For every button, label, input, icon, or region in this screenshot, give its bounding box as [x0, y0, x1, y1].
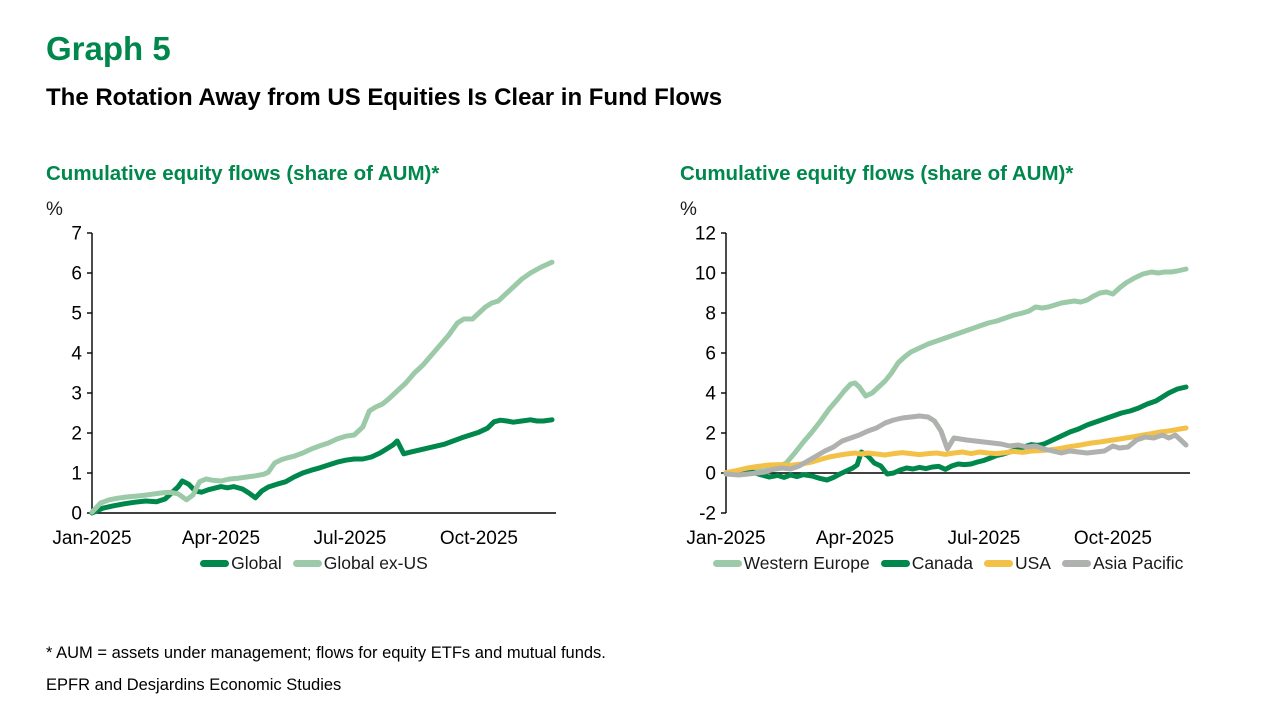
series-line-western-europe — [723, 266, 1189, 476]
y-axis-label: 0 — [705, 463, 716, 484]
line-chart-regions: -2 0 2 4 6 8 10 12 Jan-2025 Apr-2025 Jul-2025 Oct-2… — [686, 223, 1190, 549]
legend-item-global: Global — [200, 553, 282, 574]
legend-label: Canada — [911, 552, 973, 573]
legend-item-asia-pacific: Asia Pacific — [1061, 552, 1184, 574]
footnote: * AUM = assets under management; flows f… — [46, 644, 606, 662]
chart-block-fund-flows-global: Cumulative equity flows (share of AUM)* … — [46, 162, 621, 574]
y-axis-label: 6 — [71, 263, 82, 284]
chart-title: Cumulative equity flows (share of AUM)* — [46, 162, 440, 185]
legend-marker — [1061, 559, 1091, 567]
y-axis-label: 3 — [71, 383, 82, 404]
legend-label: Global — [231, 552, 282, 573]
legend-marker — [984, 559, 1013, 567]
y-axis-label: 5 — [71, 303, 82, 324]
line-chart-global-vs-ex-us: 0 1 2 3 4 5 6 7 Jan-2025 Apr-2025 Jul-2025 Oct-2025 — [52, 223, 556, 549]
y-axis-label: 2 — [71, 423, 82, 444]
legend-item-global-ex-us: Global ex-US — [292, 552, 428, 574]
legend-item-usa: USA — [984, 553, 1051, 574]
series-line-global — [89, 416, 555, 516]
y-axis-label: 12 — [695, 223, 716, 244]
y-axis-label: 10 — [695, 263, 716, 284]
graph-number-label: Graph 5 — [46, 30, 171, 67]
legend-marker — [712, 559, 742, 567]
x-axis-label: Jan-2025 — [52, 528, 131, 549]
y-axis-label: 6 — [705, 343, 716, 364]
x-axis-label: Jan-2025 — [686, 528, 765, 549]
x-axis-label: Oct-2025 — [1074, 528, 1152, 549]
chart-legend: Western Europe Canada USA Asia Pacific — [680, 553, 1216, 574]
y-axis-label: 4 — [705, 383, 716, 404]
legend-label: Asia Pacific — [1092, 552, 1184, 573]
legend-marker — [200, 559, 230, 567]
y-axis-unit-label: % — [46, 198, 63, 220]
x-axis-label: Jul-2025 — [947, 528, 1020, 549]
x-axis-label: Oct-2025 — [440, 528, 518, 549]
y-axis-unit-label: % — [680, 198, 697, 220]
y-axis-label: 2 — [705, 423, 716, 444]
legend-label: USA — [1015, 552, 1051, 573]
y-axis-label: 8 — [705, 303, 716, 324]
y-axis-label: 0 — [71, 503, 82, 524]
series-line-usa — [723, 425, 1189, 475]
legend-item-western-europe: Western Europe — [712, 552, 870, 574]
x-axis-label: Apr-2025 — [182, 528, 260, 549]
page-title: The Rotation Away from US Equities Is Cl… — [46, 84, 723, 111]
chart-block-fund-flows-regions: Cumulative equity flows (share of AUM)* … — [680, 162, 1255, 574]
source-line: EPFR and Desjardins Economic Studies — [46, 676, 342, 694]
y-axis-label: 7 — [71, 223, 82, 244]
y-axis-label: 1 — [71, 463, 82, 484]
chart-title: Cumulative equity flows (share of AUM)* — [680, 162, 1074, 185]
chart-legend: Global Global ex-US — [46, 553, 582, 574]
x-axis-label: Apr-2025 — [816, 528, 894, 549]
series-line-asia-pacific — [723, 413, 1189, 478]
legend-marker — [292, 559, 322, 567]
x-axis-label: Jul-2025 — [313, 528, 386, 549]
series-line-global-ex-us — [89, 259, 555, 515]
legend-label: Global ex-US — [323, 552, 428, 573]
y-axis-label: -2 — [699, 503, 716, 524]
y-axis-label: 4 — [71, 343, 82, 364]
series-line-canada — [723, 384, 1189, 483]
legend-marker — [880, 559, 910, 567]
legend-label: Western Europe — [743, 552, 870, 573]
legend-item-canada: Canada — [880, 552, 973, 574]
